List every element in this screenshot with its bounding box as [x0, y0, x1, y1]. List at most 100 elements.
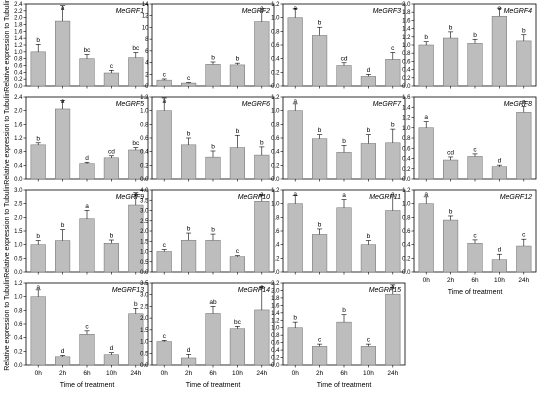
- panel-6-bar-6h: [205, 156, 221, 180]
- panel-10-letter-10h: c: [236, 248, 240, 255]
- x-axis-title: Time of treatment: [186, 382, 241, 389]
- panel-1-letter-6h: bc: [84, 47, 92, 54]
- panel-9-ytick-label: 1.5: [14, 229, 23, 235]
- panel-15-bar-24h: [385, 293, 401, 366]
- panel-14-gene-name: MeGRF14: [238, 287, 270, 294]
- panel-15-ytick-label: 0.4: [271, 348, 280, 354]
- panel-6-ytick-label: 1.0: [140, 109, 149, 115]
- panel-13-ytick-label: 0.2: [14, 349, 23, 355]
- panel-10-bar-6h: [205, 239, 221, 273]
- panel-3-bar-2h: [312, 35, 328, 87]
- panel-3-letter-2h: b: [318, 20, 322, 27]
- panel-7-bar-10h: [360, 143, 376, 180]
- panel-8-ytick-label: 1.4: [402, 105, 411, 111]
- panel-3-letter-24h: c: [391, 45, 395, 52]
- panel-2-gene-name: MeGRF2: [242, 8, 271, 15]
- panel-8-letter-0h: a: [424, 114, 428, 121]
- panel-12-ytick-label: 0.2: [402, 256, 411, 262]
- panel-10-letter-0h: c: [163, 242, 167, 249]
- panel-5-gene-name: MeGRF5: [116, 101, 145, 108]
- x-tick-label-0h: 0h: [423, 277, 431, 284]
- panel-9-gene-name: MeGRF9: [116, 194, 145, 201]
- panel-1-bar-10h: [103, 72, 119, 87]
- panel-14-ytick-label: 0.0: [140, 363, 149, 369]
- panel-14-ytick-label: 1.5: [140, 328, 149, 334]
- panel-4-ytick-label: 0.2: [402, 76, 411, 82]
- panel-11-ytick-label: .2: [274, 256, 280, 262]
- y-axis-title: Relative expression to Tubulin: [4, 184, 11, 277]
- x-tick-label-10h: 10h: [106, 370, 117, 377]
- panel-1-ytick-label: 0.2: [14, 77, 23, 83]
- panel-15-letter-2h: c: [318, 337, 322, 344]
- panel-3-letter-0h: a: [293, 5, 297, 12]
- panel-12-ytick-label: 0.6: [402, 229, 411, 235]
- panel-4-ytick-label: 0.0: [402, 84, 411, 90]
- panel-11-ytick-label: .8: [274, 215, 280, 221]
- panel-4-ytick-label: 0.6: [402, 59, 411, 65]
- panel-9-letter-0h: b: [36, 233, 40, 240]
- x-axis-title: Time of treatment: [317, 382, 372, 389]
- panel-12-bar-10h: [491, 259, 507, 273]
- panel-1-ytick-label: 1.2: [14, 43, 23, 49]
- panel-15-ytick-label: 0.0: [271, 363, 280, 369]
- panel-11-letter-24h: a: [391, 191, 395, 198]
- panel-10-bar-0h: [156, 251, 172, 273]
- panel-10-gene-name: MeGRF10: [238, 194, 270, 201]
- panel-12-bar-0h: [418, 203, 434, 273]
- panel-11-bar-6h: [336, 207, 352, 273]
- y-axis-title: Relative expression to Tubulin: [4, 0, 11, 92]
- panel-11-bar-24h: [385, 210, 401, 273]
- panel-6-ytick-label: 0.2: [140, 163, 149, 169]
- panel-3-ytick-label: 0.0: [271, 84, 280, 90]
- x-tick-label-24h: 24h: [518, 277, 529, 284]
- panel-15-ytick-label: 1.8: [271, 296, 280, 302]
- panel-9-ytick-label: 2.5: [14, 202, 23, 208]
- panel-5-letter-0h: b: [36, 135, 40, 142]
- panel-9-letter-2h: b: [61, 222, 65, 229]
- panel-13-letter-24h: b: [134, 301, 138, 308]
- panel-4-bar-0h: [418, 44, 434, 87]
- panel-9-bar-6h: [79, 218, 95, 273]
- panel-6-bar-2h: [181, 144, 197, 180]
- panel-2-bar-10h: [229, 64, 245, 87]
- x-tick-label-10h: 10h: [363, 370, 374, 377]
- panel-1-ytick-label: 0.0: [14, 84, 23, 90]
- panel-8-ytick-label: 0.2: [402, 167, 411, 173]
- x-tick-label-2h: 2h: [59, 370, 67, 377]
- panel-11-bar-0h: [287, 203, 303, 273]
- panel-1-ytick-label: 1.0: [14, 50, 23, 56]
- panel-11-bar-2h: [312, 234, 328, 273]
- panel-10-ytick-label: 0.5: [140, 260, 149, 266]
- panel-11-letter-0h: a: [293, 191, 297, 198]
- panel-5-ytick-label: 1.2: [14, 136, 23, 142]
- x-axis-title: Time of treatment: [448, 289, 503, 296]
- panel-4-ytick-label: 1.6: [402, 18, 411, 24]
- panel-15-ytick-label: 1.0: [271, 326, 280, 332]
- panel-6-letter-6h: b: [211, 143, 215, 150]
- panel-5-bar-6h: [79, 163, 95, 180]
- panel-15-ytick-label: 0.8: [271, 333, 280, 339]
- panel-6-bar-10h: [229, 147, 245, 180]
- panel-12-letter-0h: a: [424, 191, 428, 198]
- panel-11-letter-6h: a: [342, 192, 346, 199]
- panel-7-bar-2h: [312, 138, 328, 180]
- x-tick-label-0h: 0h: [292, 370, 300, 377]
- panel-8-bar-0h: [418, 127, 434, 180]
- panel-1-ytick-label: 1.8: [14, 23, 23, 29]
- panel-2-ytick-label: 4: [145, 61, 149, 67]
- panel-10-ytick-label: 2.5: [140, 219, 149, 225]
- panel-14-bar-10h: [229, 328, 245, 366]
- panel-7-ytick-label: 0.8: [271, 122, 280, 128]
- panel-2-letter-2h: c: [187, 75, 191, 82]
- panel-9-letter-10h: b: [110, 233, 114, 240]
- panel-2-bar-24h: [254, 21, 270, 87]
- panel-15-ytick-label: 2.0: [271, 288, 280, 294]
- panel-1-gene-name: MeGRF1: [116, 8, 145, 15]
- panel-10-letter-2h: b: [187, 226, 191, 233]
- panel-8-gene-name: MeGRF8: [504, 101, 533, 108]
- panel-2-ytick-label: 12: [142, 14, 149, 20]
- panel-14-bar-2h: [181, 357, 197, 366]
- panel-1-ytick-label: 1.4: [14, 36, 23, 42]
- panel-15-bar-6h: [336, 321, 352, 366]
- panel-3-bar-10h: [360, 76, 376, 87]
